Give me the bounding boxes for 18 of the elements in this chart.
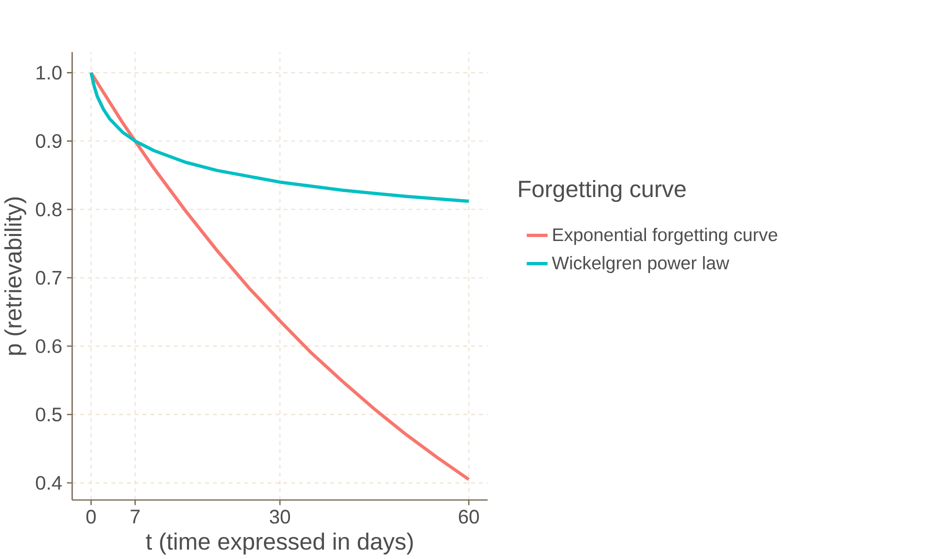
x-tick-label: 60 [458,510,479,524]
y-axis-title: p (retrievability) [4,197,26,355]
y-tick-label: 0.8 [36,202,62,216]
x-tick-label: 7 [130,510,140,524]
y-tick-label: 0.4 [36,476,62,490]
legend-label: Wickelgren power law [552,256,730,274]
y-tick-label: 0.5 [36,408,62,422]
line-series [89,71,470,482]
y-tick-label: 0.7 [36,270,62,285]
y-tick-label: 0.6 [36,339,62,354]
y-tick-label: 0.9 [36,134,62,148]
legend-title: Forgetting curve [519,180,686,202]
x-tick-label: 30 [270,510,290,524]
legend-label: Exponential forgetting curve [553,228,778,245]
y-tick-label: 1.0 [36,66,62,80]
line-series [89,71,470,203]
x-tick-label: 0 [86,510,96,524]
x-axis-title: t (time expressed in days) [146,532,413,555]
